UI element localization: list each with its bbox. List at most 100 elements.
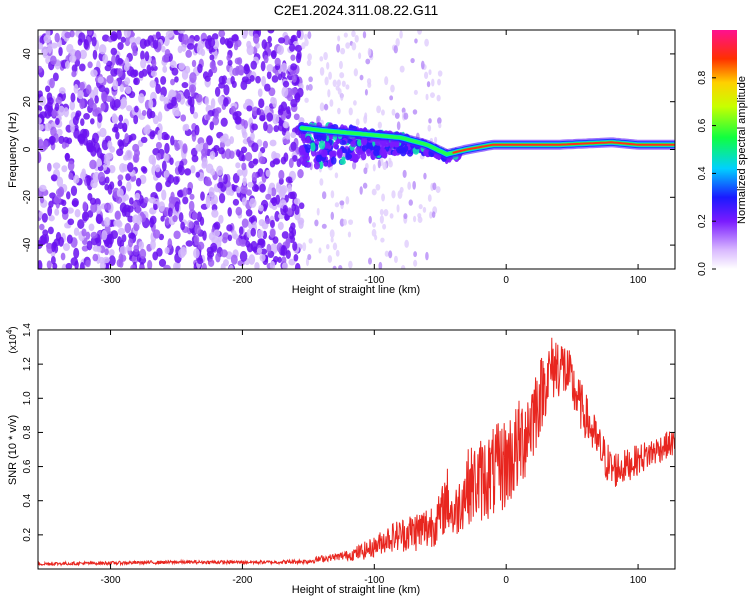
noise-blob [78,32,86,43]
sparse-blob [328,71,332,80]
sparse-blob [308,84,313,91]
noise-blob [101,230,108,241]
noise-blob [39,96,46,106]
noise-blob [259,183,266,193]
noise-blob [161,189,167,201]
noise-blob [220,117,228,127]
noise-blob [100,103,106,112]
noise-blob [98,85,106,93]
noise-blob [118,253,124,264]
noise-blob [278,37,286,44]
sparse-blob [337,35,341,42]
noise-blob [130,264,136,269]
noise-blob [141,109,147,116]
sparse-blob [348,107,353,116]
noise-blob [79,261,85,269]
noise-blob [270,49,277,60]
noise-blob [189,193,195,200]
carrier-spread [328,150,336,157]
sparse-blob [389,213,394,219]
noise-blob [50,255,56,265]
noise-blob [218,30,226,38]
noise-blob [258,219,265,227]
noise-blob [108,164,116,174]
noise-blob [252,46,258,55]
y-tick-label: 20 [22,96,33,108]
carrier-spread [320,149,328,158]
noise-blob [217,95,225,105]
sparse-blob [394,112,400,119]
noise-blob [293,113,300,121]
noise-blob [46,101,53,111]
noise-blob [133,77,138,85]
sparse-blob [365,58,371,65]
noise-blob [149,207,155,215]
noise-blob [232,198,240,206]
noise-blob [62,243,71,252]
snr-y-label: SNR (10 * v/v) [7,415,19,485]
noise-blob [223,97,229,107]
noise-blob [230,75,235,85]
noise-blob [245,240,251,248]
noise-blob [169,157,174,166]
noise-blob [226,37,234,49]
noise-blob [102,54,109,64]
noise-blob [273,152,281,159]
noise-blob [155,182,163,192]
noise-blob [117,179,123,187]
noise-blob [124,132,129,144]
noise-blob [193,234,200,246]
colorbar-label: Normalized spectral amplitude [736,76,748,224]
noise-blob [266,71,272,80]
noise-blob [173,262,179,269]
noise-blob [90,202,98,213]
noise-blob [97,76,104,84]
noise-blob [43,34,51,44]
noise-blob [96,245,102,253]
noise-blob [140,50,145,61]
carrier-spread [304,144,312,151]
sparse-blob [359,186,363,195]
noise-blob [244,63,250,72]
noise-blob [255,75,261,84]
snr-x-label: Height of straight line (km) [292,584,420,596]
noise-blob [298,117,305,124]
noise-blob [242,131,248,139]
noise-blob [38,105,43,112]
sparse-blob [353,68,358,77]
noise-blob [124,207,131,218]
noise-blob [117,57,124,65]
sparse-blob [342,219,348,226]
noise-blob [134,105,139,113]
noise-blob [123,154,129,161]
noise-blob [138,93,145,104]
noise-blob [127,162,134,173]
noise-blob [197,241,205,250]
sparse-blob [308,238,313,244]
noise-blob [288,258,296,266]
carrier-spread [393,142,400,148]
noise-blob [280,70,286,79]
noise-blob [177,30,186,34]
noise-blob [155,141,162,150]
sparse-blob [418,204,423,210]
noise-blob [226,224,233,232]
noise-blob [58,236,64,247]
noise-blob [39,111,48,119]
figure-title: C2E1.2024.311.08.22.G11 [274,2,439,18]
noise-blob [94,95,99,104]
noise-blob [180,114,187,122]
sparse-blob [379,208,384,216]
noise-blob [236,169,243,177]
noise-blob [53,194,62,205]
noise-blob [41,212,48,223]
noise-blob [118,114,124,123]
noise-blob [248,216,256,223]
noise-blob [153,203,158,211]
carrier-spread [350,140,356,147]
noise-blob [259,253,266,262]
sparse-blob [425,93,429,101]
sparse-blob [403,213,408,220]
sparse-blob [326,244,330,250]
x-tick-label: 100 [630,575,647,586]
